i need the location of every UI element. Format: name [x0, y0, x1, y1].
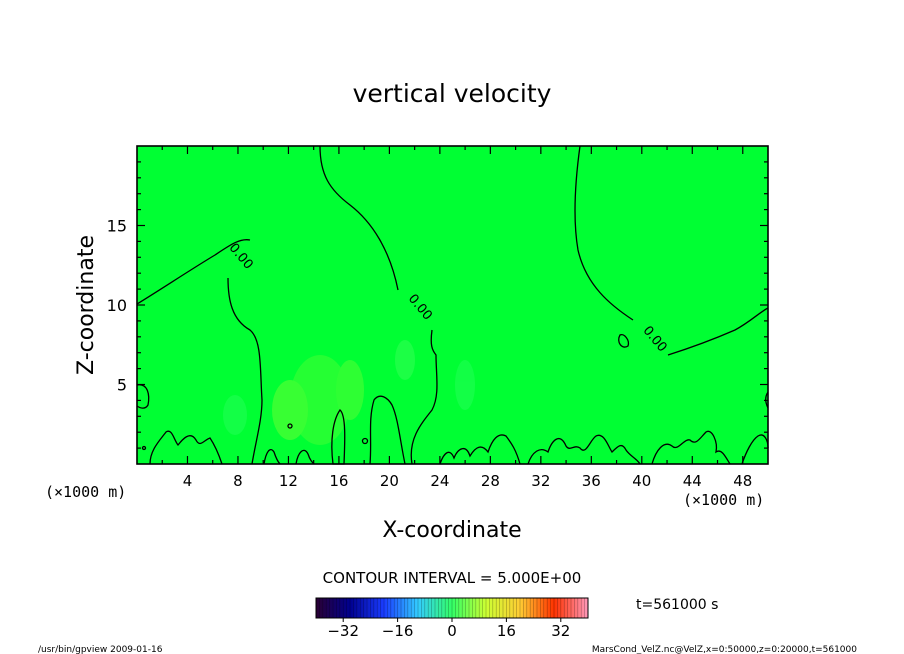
- shade-blob: [272, 380, 308, 440]
- colorbar-tick-label: 16: [497, 622, 516, 640]
- colorbar-stripes: [319, 598, 585, 618]
- contour-line: [618, 334, 630, 348]
- colorbar: [316, 598, 588, 618]
- shade-blob: [336, 360, 364, 420]
- contour-line: [136, 384, 150, 409]
- chart-title: vertical velocity: [353, 79, 552, 108]
- x-tick-label: 32: [531, 472, 550, 490]
- y-tick-label: 5: [117, 376, 127, 395]
- shade-blob: [223, 395, 247, 435]
- contour-line: [651, 430, 731, 465]
- x-axis-title: X-coordinate: [382, 518, 521, 543]
- x-tick-label: 24: [430, 472, 449, 490]
- contour-line: [410, 329, 438, 465]
- contour-line: [667, 307, 769, 356]
- shade-blob: [395, 340, 415, 380]
- colorbar-tick-label: −16: [382, 622, 414, 640]
- contour-line: [263, 449, 281, 465]
- colorbar-ticks: −32 −16 0 16 32: [327, 618, 570, 640]
- x-tick-label: 4: [183, 472, 193, 490]
- x-tick-label: 12: [279, 472, 298, 490]
- y-tick-label: 15: [107, 217, 127, 236]
- contour-line: [141, 445, 147, 451]
- contour-line: [136, 239, 251, 305]
- x-tick-label: 16: [329, 472, 348, 490]
- contour-line: [149, 430, 223, 465]
- x-tick-label: 40: [632, 472, 651, 490]
- contour-line: [287, 423, 293, 429]
- x-unit-label-left: (×1000 m): [45, 483, 126, 501]
- contour-line: [369, 395, 406, 465]
- colorbar-tick-label: 32: [551, 622, 570, 640]
- time-label: t=561000 s: [636, 597, 718, 613]
- x-tick-label: 20: [380, 472, 399, 490]
- shade-blob: [455, 360, 475, 410]
- colorbar-tick-label: 0: [447, 622, 457, 640]
- x-tick-label: 44: [683, 472, 702, 490]
- x-tick-label: 8: [233, 472, 243, 490]
- contour-line: [319, 145, 399, 291]
- x-axis: 4 8 12 16 20 24 28 32 36 40 44 48: [161, 146, 752, 490]
- y-tick-label: 10: [107, 296, 127, 315]
- contour-line: [295, 449, 315, 465]
- contour-line: [227, 277, 263, 465]
- contour-line: [574, 145, 634, 321]
- contour-interval-text: CONTOUR INTERVAL = 5.000E+00: [323, 569, 582, 587]
- y-axis: 5 10 15: [107, 161, 768, 449]
- x-unit-label-right: (×1000 m): [683, 491, 764, 509]
- footer-left: /usr/bin/gpview 2009-01-16: [38, 645, 163, 654]
- contour-line: [527, 434, 641, 465]
- contour-line: [439, 434, 521, 465]
- footer-right: MarsCond_VelZ.nc@VelZ,x=0:50000,z=0:2000…: [592, 645, 857, 654]
- contour-line: [331, 409, 346, 465]
- x-tick-label: 36: [582, 472, 601, 490]
- x-tick-label: 28: [481, 472, 500, 490]
- contour-line: [361, 437, 369, 445]
- y-axis-title: Z-coordinate: [74, 235, 99, 375]
- contour-line: [741, 434, 769, 465]
- x-tick-label: 48: [733, 472, 752, 490]
- colorbar-tick-label: −32: [327, 622, 359, 640]
